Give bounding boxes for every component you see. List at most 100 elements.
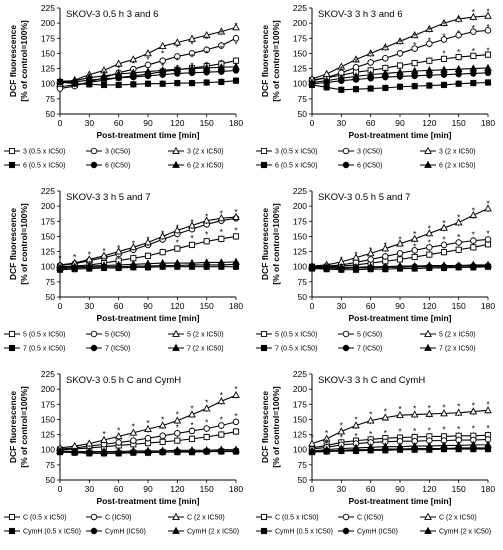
significance-star: * bbox=[457, 28, 461, 38]
y-tick-label: 50 bbox=[298, 109, 308, 119]
legend-label: 5 (0.5 x IC50) bbox=[23, 332, 65, 339]
legend-item: 7 (IC50) bbox=[338, 344, 382, 353]
significance-star: * bbox=[457, 213, 461, 223]
data-point bbox=[159, 57, 166, 64]
data-point bbox=[367, 256, 374, 263]
data-point bbox=[484, 440, 492, 448]
x-tick-label: 60 bbox=[366, 118, 376, 128]
data-point bbox=[203, 46, 210, 54]
y-tick-label: 50 bbox=[46, 475, 56, 485]
data-point bbox=[396, 37, 404, 45]
significance-star: * bbox=[161, 228, 165, 238]
data-point bbox=[159, 249, 166, 256]
data-point bbox=[188, 446, 196, 454]
data-point bbox=[232, 77, 240, 84]
x-tick-label: 60 bbox=[114, 484, 124, 494]
x-tick-label: 150 bbox=[200, 301, 214, 311]
chart-title: SKOV-3 3 h 5 and 7 bbox=[66, 192, 151, 203]
data-point bbox=[454, 218, 463, 226]
data-point bbox=[440, 36, 448, 43]
significance-star: * bbox=[102, 68, 106, 78]
data-point bbox=[440, 409, 448, 417]
data-point bbox=[100, 447, 108, 455]
significance-star: * bbox=[442, 31, 446, 41]
x-axis-label: Post-treatment time [min] bbox=[97, 496, 200, 506]
data-point bbox=[100, 71, 108, 79]
legend-item: 6 (0.5 x IC50) bbox=[4, 161, 65, 170]
data-point bbox=[158, 66, 167, 74]
legend-label: 5 (IC50) bbox=[105, 332, 130, 339]
data-point bbox=[129, 243, 138, 251]
data-point bbox=[322, 434, 331, 442]
data-point bbox=[203, 238, 210, 245]
legend-marker bbox=[424, 329, 432, 337]
data-point bbox=[366, 262, 375, 270]
significance-star: * bbox=[486, 45, 490, 55]
data-point bbox=[114, 260, 123, 268]
data-point bbox=[114, 59, 123, 67]
legend-item: 7 (IC50) bbox=[86, 344, 130, 353]
data-point bbox=[173, 446, 182, 454]
chart-title: SKOV-3 0.5 h 3 and 6 bbox=[66, 9, 158, 20]
significance-star: * bbox=[220, 28, 224, 38]
legend-marker bbox=[8, 161, 16, 169]
data-point bbox=[381, 43, 390, 51]
legend-marker bbox=[424, 526, 432, 534]
significance-star: * bbox=[472, 46, 476, 56]
legend-item: 5 (0.5 x IC50) bbox=[4, 330, 65, 339]
x-tick-label: 90 bbox=[143, 484, 153, 494]
legend-item: 5 (2 x IC50) bbox=[168, 329, 224, 339]
significance-star: * bbox=[220, 44, 224, 54]
x-tick-label: 120 bbox=[170, 484, 184, 494]
chart-title: SKOV-3 0.5 h 5 and 7 bbox=[318, 192, 410, 203]
data-point bbox=[470, 80, 477, 87]
data-point bbox=[426, 244, 433, 251]
chart-svg: 50 75 100 125 150 175 200 225 0 30 60 90 120 150 180 Po… bbox=[256, 369, 495, 536]
data-point bbox=[322, 76, 331, 84]
data-point bbox=[70, 76, 79, 84]
data-point bbox=[426, 57, 433, 64]
significance-star: * bbox=[234, 225, 238, 235]
legend-label: CymH (IC50) bbox=[357, 529, 398, 536]
data-point bbox=[484, 51, 492, 58]
significance-star: * bbox=[384, 428, 388, 438]
legend-item: 3 (2 x IC50) bbox=[168, 146, 224, 156]
legend-marker bbox=[342, 330, 350, 338]
significance-star: * bbox=[205, 48, 209, 58]
data-point bbox=[352, 72, 360, 80]
chart-panel-5-7-05h: 50 75 100 125 150 175 200 225 0 30 60 90 120 150 180 Po… bbox=[252, 183, 502, 366]
data-point bbox=[410, 261, 419, 269]
significance-star: * bbox=[369, 410, 373, 420]
significance-star: * bbox=[369, 429, 373, 439]
chart-svg: 50 75 100 125 150 175 200 225 0 30 60 90 120 150 180 Po… bbox=[4, 186, 243, 353]
x-axis-label: Post-treatment time [min] bbox=[97, 313, 200, 323]
legend-label: 5 (IC50) bbox=[357, 332, 382, 339]
data-point bbox=[158, 446, 167, 454]
significance-star: * bbox=[442, 234, 446, 244]
y-axis-label: DCF fluorescence bbox=[260, 391, 270, 464]
legend-label: CymH (2 x IC50) bbox=[439, 529, 491, 536]
significance-star: * bbox=[161, 414, 165, 424]
y-tick-label: 200 bbox=[41, 201, 55, 211]
significance-star: * bbox=[413, 242, 417, 252]
y-axis-label-unit: [% of control=100%] bbox=[271, 203, 281, 285]
significance-star: * bbox=[220, 390, 224, 400]
y-tick-label: 175 bbox=[293, 216, 307, 226]
data-point bbox=[173, 226, 182, 234]
data-point bbox=[352, 421, 360, 429]
data-point bbox=[381, 244, 390, 252]
significance-star: * bbox=[176, 42, 180, 52]
data-point bbox=[411, 45, 418, 52]
legend-marker bbox=[342, 147, 350, 155]
data-point bbox=[337, 427, 346, 435]
data-point bbox=[85, 261, 94, 269]
data-point bbox=[159, 432, 166, 440]
data-point bbox=[130, 81, 137, 88]
data-point bbox=[217, 27, 226, 35]
y-axis-label-unit: [% of control=100%] bbox=[19, 203, 29, 285]
significance-star: * bbox=[205, 59, 209, 69]
data-point bbox=[425, 229, 434, 237]
data-point bbox=[337, 263, 346, 271]
data-point bbox=[308, 263, 316, 271]
legend-marker bbox=[8, 147, 16, 155]
